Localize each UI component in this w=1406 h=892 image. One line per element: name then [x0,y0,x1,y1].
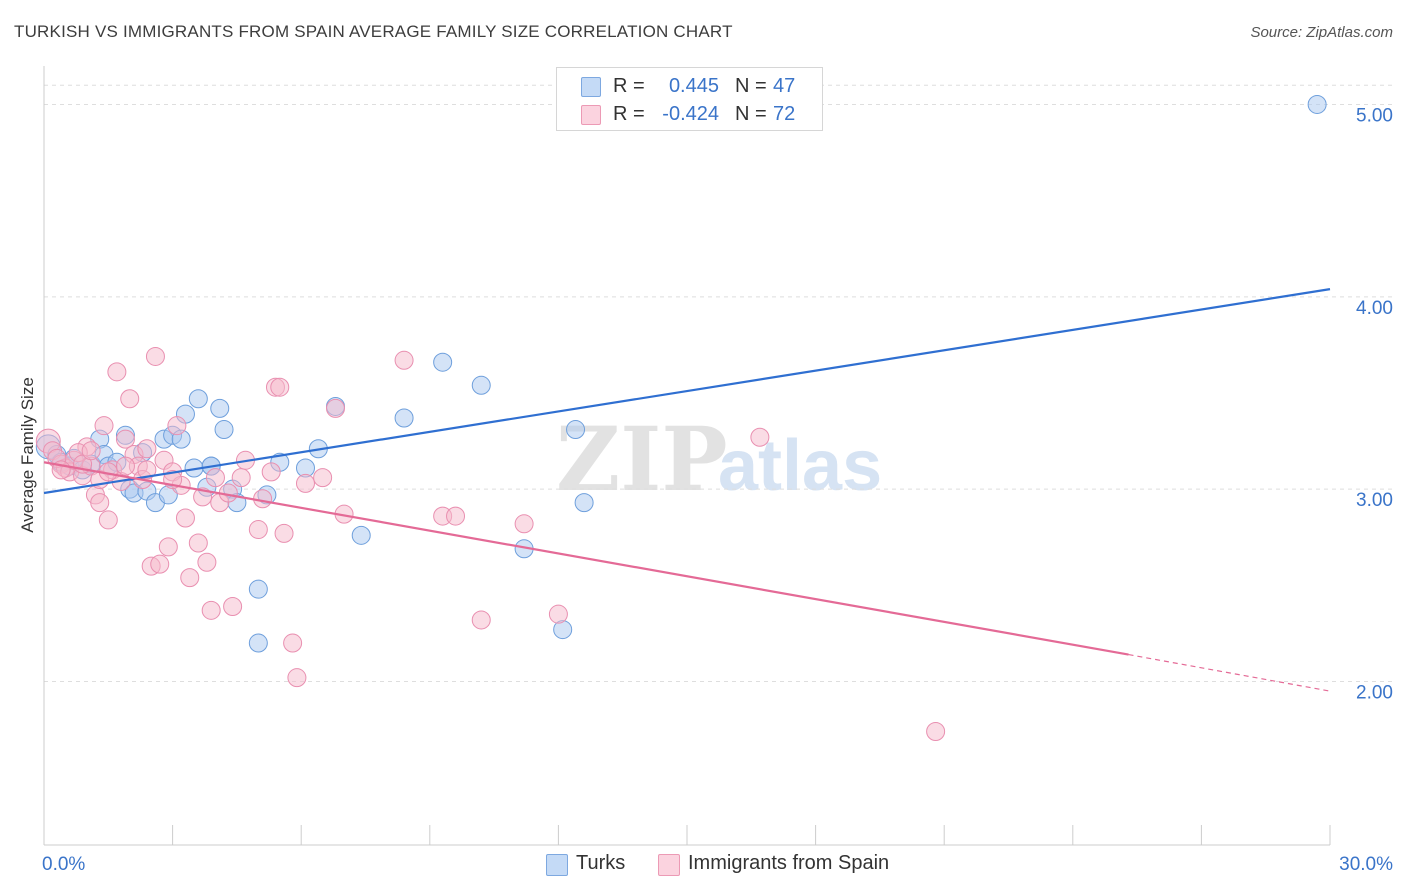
spain-point [175,508,195,528]
spain-point [248,520,268,540]
spain-point [394,350,414,370]
spain-point [446,506,466,526]
legend-row-spain: R = -0.424 N = 72 [557,100,822,128]
turks-swatch [581,77,601,97]
watermark-atlas: atlas [718,426,882,506]
spain-point [514,514,534,534]
spain-point [926,722,946,742]
y-tick-label: 4.00 [1356,298,1393,319]
turks-point [214,420,234,440]
spain-point [750,427,770,447]
y-tick-label: 5.00 [1356,105,1393,126]
spain-swatch [581,105,601,125]
turks-trend-line [43,288,1331,495]
turks-swatch [546,854,568,876]
spain-point [115,456,135,476]
spain-point [107,362,127,382]
spain-point [193,487,213,507]
spain-point [120,389,140,409]
source-label: Source: ZipAtlas.com [1250,24,1393,41]
spain-point [167,416,187,436]
n-value: 72 [773,103,796,125]
turks-point [351,525,371,545]
turks-point [433,352,453,372]
turks-point [471,375,491,395]
spain-trend-line [43,461,1129,656]
legend-row-turks: R = 0.445 N = 47 [557,72,822,100]
turks-point [248,633,268,653]
spain-point [261,462,281,482]
y-tick-label: 3.00 [1356,490,1393,511]
spain-point [180,568,200,588]
turks-point [566,420,586,440]
turks-point [1307,94,1327,114]
r-label: R = [613,103,645,125]
legend-label: Immigrants from Spain [688,852,890,874]
spain-point [471,610,491,630]
spain-point [94,416,114,436]
chart-title: TURKISH VS IMMIGRANTS FROM SPAIN AVERAGE… [14,22,733,41]
x-tick-label: 30.0% [1339,854,1393,875]
spain-point [231,468,251,488]
spain-point [115,429,135,449]
spain-point [158,537,178,557]
y-axis-label: Average Family Size [18,377,37,533]
x-tick-label: 0.0% [42,854,85,875]
n-value: 47 [773,75,796,97]
spain-swatch [658,854,680,876]
spain-point [197,552,217,572]
n-label: N = [735,75,767,97]
spain-point [90,493,110,513]
spain-point [201,600,221,620]
r-label: R = [613,75,645,97]
spain-point [295,473,315,493]
spain-point [325,398,345,418]
spain-point [188,533,208,553]
r-value: -0.424 [662,103,719,125]
correlation-legend: R = 0.445 N = 47 R = -0.424 N = 72 [556,67,823,131]
turks-point [574,493,594,513]
y-tick-label: 2.00 [1356,683,1393,704]
spain-point [205,468,225,488]
spain-point [81,441,101,461]
turks-point [248,579,268,599]
n-label: N = [735,103,767,125]
spain-point [137,439,157,459]
r-value: 0.445 [668,75,719,97]
spain-point [137,460,157,480]
spain-point [150,554,170,574]
spain-point [274,523,294,543]
spain-trend-extension [1128,653,1331,692]
spain-point [223,596,243,616]
spain-point [283,633,303,653]
spain-point [548,604,568,624]
spain-point [98,510,118,530]
spain-point [313,468,333,488]
turks-point [394,408,414,428]
spain-point [145,346,165,366]
spain-point [270,377,290,397]
turks-point [188,389,208,409]
spain-point [287,668,307,688]
legend-label: Turks [576,852,626,874]
turks-point [210,398,230,418]
